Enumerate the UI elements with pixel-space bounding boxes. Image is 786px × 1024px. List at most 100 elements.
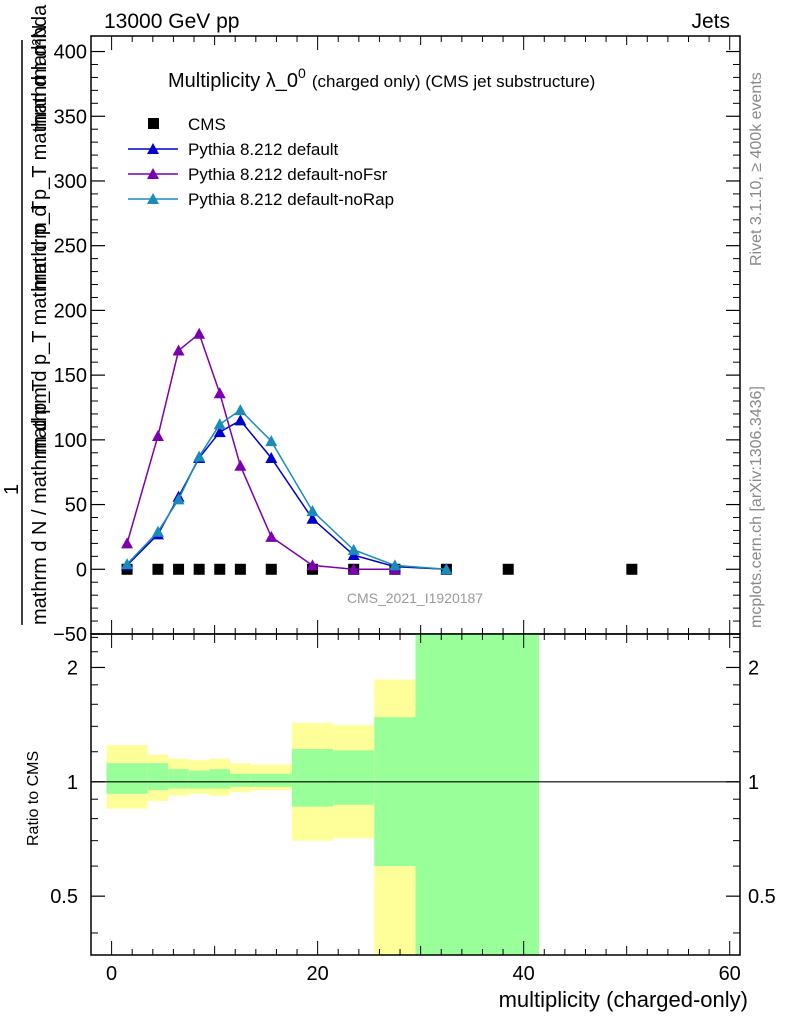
ratio-ticks [91, 634, 740, 955]
main-ytick-labels: −50 0 50 100 150 200 250 300 350 400 [53, 42, 87, 646]
data-point [121, 558, 134, 570]
data-point [234, 404, 247, 416]
xtick-label: 0 [106, 963, 117, 985]
ratio-ytick-label-right: 0.5 [748, 886, 776, 908]
legend-label: Pythia 8.212 default-noRap [188, 190, 394, 209]
data-point [234, 563, 246, 575]
data-point [193, 450, 206, 462]
data-point [306, 505, 319, 517]
data-point [347, 563, 360, 575]
data-point [213, 387, 226, 399]
rivet-label: Rivet 3.1.10, ≥ 400k events [748, 72, 765, 266]
data-point [151, 525, 164, 537]
legend-label: CMS [188, 115, 226, 134]
series-pythia-8-212-default-norap [121, 404, 453, 575]
series-pythia-8-212-default-nofsr [121, 327, 401, 575]
legend-marker [147, 143, 159, 154]
uncertainty-band-inner [250, 773, 292, 787]
data-point [193, 327, 206, 339]
title-suffix: (charged only) (CMS jet substructure) [312, 72, 595, 91]
data-point [213, 426, 226, 438]
ratio-tick-labels: 0.5 0.51 12 20 20 40 60 [50, 657, 776, 985]
data-point [347, 543, 360, 555]
xtick-label: 40 [513, 963, 535, 985]
data-point [121, 537, 134, 549]
data-point [152, 563, 164, 575]
uncertainty-band-inner [333, 750, 375, 805]
legend-marker [148, 118, 159, 129]
uncertainty-band-inner [374, 717, 416, 867]
series-line [126, 409, 447, 571]
ratio-frame [90, 633, 741, 956]
main-ticks [91, 36, 740, 635]
ytick-label: 200 [54, 300, 87, 322]
data-point [234, 459, 247, 471]
ytick-label: 400 [54, 42, 87, 64]
xtick-label: 20 [307, 963, 329, 985]
mcplots-label: mcplots.cern.ch [arXiv:1306.3436] [748, 386, 765, 628]
chart-title: Multiplicity λ_00 (charged only) (CMS jet… [168, 65, 595, 92]
header-left: 13000 GeV pp [104, 10, 239, 33]
legend-label: Pythia 8.212 default-noFsr [188, 165, 388, 184]
data-point [265, 563, 277, 575]
data-point [173, 563, 185, 575]
ratio-bands [91, 634, 740, 955]
legend-label: Pythia 8.212 default [188, 140, 339, 159]
ratio-ytick-label: 1 [67, 772, 78, 794]
data-point [502, 563, 514, 575]
data-point [151, 429, 164, 441]
uncertainty-band-inner [415, 634, 540, 955]
ylabel-line: 1 [1, 484, 23, 495]
series-pythia-8-212-default [121, 414, 453, 575]
data-point [388, 559, 401, 571]
ylabel-line: mathrm d N / mathrm d p_T [29, 379, 51, 625]
series-line [126, 332, 395, 571]
xtick-label: 60 [719, 963, 741, 985]
uncertainty-band-inner [230, 773, 251, 787]
legend: CMS Pythia 8.212 default Pythia 8.212 defa… [128, 115, 394, 209]
ytick-label: 0 [76, 559, 87, 581]
ytick-label: 50 [65, 495, 87, 517]
data-point [213, 418, 226, 430]
data-point [306, 559, 319, 571]
ylabel-line: mathrm d²N [29, 24, 51, 130]
ytick-label: 150 [54, 365, 87, 387]
uncertainty-band-inner [168, 769, 189, 789]
data-point [265, 451, 278, 463]
data-point [440, 563, 453, 575]
data-point [172, 344, 185, 356]
ratio-ytick-label: 0.5 [50, 886, 78, 908]
uncertainty-band-inner [188, 770, 210, 789]
data-point [265, 530, 278, 542]
ratio-ytick-label-right: 1 [748, 772, 759, 794]
main-series [121, 327, 638, 575]
ratio-ylabel: Ratio to CMS [25, 751, 42, 846]
ytick-label: 250 [54, 236, 87, 258]
title-sup: 0 [298, 65, 306, 81]
data-point [626, 563, 638, 575]
ytick-label: 100 [54, 430, 87, 452]
data-point [214, 563, 226, 575]
data-point [306, 512, 319, 524]
main-ylabel: mathrm d²N mathrm d p_T mathrm d lambda … [1, 4, 51, 625]
data-point [172, 493, 185, 505]
ytick-label: −50 [53, 624, 87, 646]
ylabel-line: mathrm d p_T mathrm d p_T [29, 201, 51, 455]
header-right: Jets [691, 10, 730, 33]
data-point [193, 563, 205, 575]
xlabel: multiplicity (charged-only) [499, 987, 748, 1012]
uncertainty-band-inner [106, 763, 148, 794]
data-point [234, 414, 247, 426]
uncertainty-band-inner [147, 763, 169, 791]
uncertainty-band-inner [209, 769, 231, 789]
ytick-label: 350 [54, 106, 87, 128]
legend-marker [147, 193, 159, 204]
data-point [265, 435, 278, 447]
legend-marker [147, 168, 159, 179]
ytick-label: 300 [54, 171, 87, 193]
ratio-ytick-label-right: 2 [748, 657, 759, 679]
uncertainty-band-inner [291, 749, 334, 807]
watermark: CMS_2021_I1920187 [347, 590, 483, 606]
ylabel-line: mathrm d p_T mathrm d lambda [29, 4, 51, 290]
